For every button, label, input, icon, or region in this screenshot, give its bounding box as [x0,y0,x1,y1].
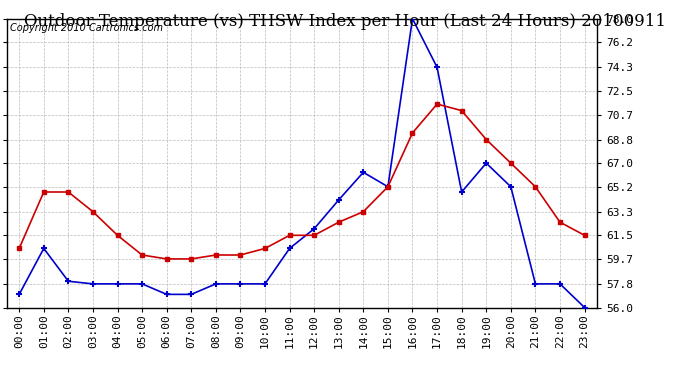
Text: Outdoor Temperature (vs) THSW Index per Hour (Last 24 Hours) 20100911: Outdoor Temperature (vs) THSW Index per … [24,13,666,30]
Text: Copyright 2010 Cartronics.com: Copyright 2010 Cartronics.com [10,23,163,33]
